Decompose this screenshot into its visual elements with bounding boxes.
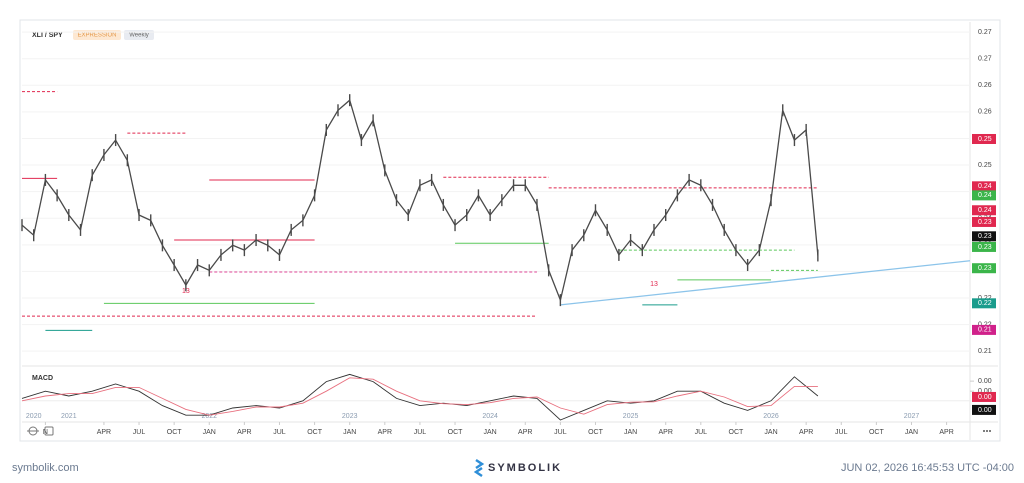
x-tick-label: JUL [273,429,286,436]
x-tick-label: APR [518,429,532,436]
footer-brand: SYMBOLIK [488,462,562,474]
price-tag [972,133,996,144]
x-tick-label: OCT [588,429,604,436]
x-tick-label: APR [939,429,953,436]
price-tag-label: 0.00 [978,407,992,414]
price-tag-label: 0.23 [978,244,992,251]
price-tag-label: 0.24 [978,192,992,199]
x-tick-label: JUL [554,429,567,436]
calendar-icon[interactable] [44,426,54,436]
y-tick-label: 0.21 [978,348,992,355]
price-tag [972,391,996,402]
price-tag [972,298,996,309]
y-tick-label: 0.26 [978,109,992,116]
price-tag-label: 0.00 [978,394,992,401]
x-tick-label: JAN [764,429,777,436]
x-tick-label: OCT [729,429,745,436]
macd-line [21,373,819,421]
x-tick-label: JUL [414,429,427,436]
footer-site: symbolik.com [12,462,79,474]
price-tag [972,216,996,227]
price-tag [972,205,996,216]
year-label: 2024 [482,413,498,420]
x-tick-label: JUL [835,429,848,436]
price-tag [972,190,996,201]
price-tag-label: 0.23 [978,219,992,226]
y-tick-label: 0.27 [978,29,992,36]
chart-title: XLI / SPY [32,32,63,39]
x-tick-label: JAN [343,429,356,436]
year-label: 2025 [623,413,639,420]
price-tag [972,231,996,242]
x-tick-label: OCT [307,429,323,436]
year-label: 2022 [201,413,217,420]
x-tick-label: JAN [203,429,216,436]
price-tag [972,181,996,192]
trendline [560,260,971,306]
x-tick-label: OCT [869,429,885,436]
x-tick-label: APR [237,429,251,436]
dot[interactable] [983,430,985,432]
price-tag [972,404,996,415]
price-tag [972,324,996,335]
price-tag-label: 0.21 [978,327,992,334]
year-label: 2021 [61,413,77,420]
price-tag-label: 0.24 [978,207,992,214]
y-tick-label: 0.27 [978,56,992,63]
y-tick-label: 0.26 [978,82,992,89]
year-label: 2027 [904,413,920,420]
x-tick-label: JAN [484,429,497,436]
x-tick-label: APR [799,429,813,436]
price-tag [972,241,996,252]
price-tag-label: 0.23 [978,265,992,272]
y-tick-label: 0.00 [978,378,992,385]
x-tick-label: N [43,429,48,436]
x-tick-label: APR [378,429,392,436]
y-tick-label: 0.00 [978,388,992,395]
x-tick-label: JUL [133,429,146,436]
card [19,19,1001,442]
year-label: 2026 [763,413,779,420]
annotation: 13 [182,288,190,295]
x-tick-label: OCT [167,429,183,436]
dot[interactable] [986,430,988,432]
x-tick-label: OCT [448,429,464,436]
x-tick-label: APR [97,429,111,436]
more-menu[interactable] [983,430,991,432]
x-tick-label: JAN [624,429,637,436]
price-tag-label: 0.22 [978,300,992,307]
price-tag-label: 0.23 [978,233,992,240]
x-tick-label: JUL [695,429,708,436]
price-tag [972,263,996,274]
brand-logo [473,458,485,478]
price-tag-label: 0.24 [978,183,992,190]
badge-text: Weekly [129,33,149,39]
year-label: 2023 [342,413,358,420]
badge-text: EXPRESSION [77,33,116,39]
x-tick-label: APR [659,429,673,436]
dot[interactable] [989,430,991,432]
y-tick-label: 0.25 [978,162,992,169]
annotation: 13 [650,281,658,288]
panel-title: MACD [32,375,53,382]
toolbar-left[interactable] [27,426,54,436]
price-tag-label: 0.25 [978,136,992,143]
year-label: 2020 [26,413,42,420]
x-tick-label: JAN [905,429,918,436]
footer-timestamp: JUN 02, 2026 16:45:53 UTC -04:00 [841,462,1014,474]
macd-line [21,377,818,416]
